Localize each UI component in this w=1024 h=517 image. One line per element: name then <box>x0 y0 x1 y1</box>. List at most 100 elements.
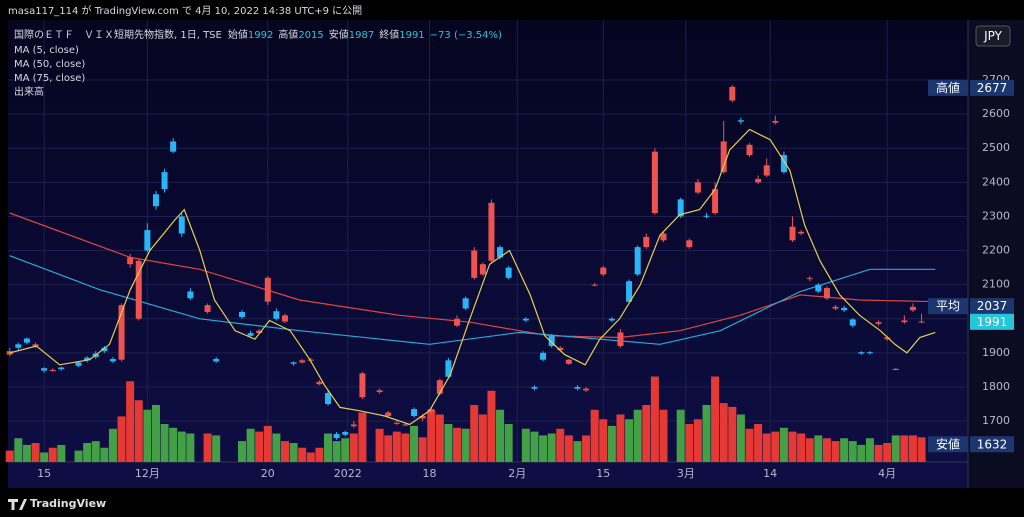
volume-bar <box>728 406 737 462</box>
volume-bar <box>40 452 49 462</box>
candle-body <box>471 250 478 278</box>
candle-body <box>884 337 891 340</box>
candle-body <box>531 386 538 389</box>
ohlc-value: 1992 <box>248 30 273 41</box>
candle-body <box>660 233 667 241</box>
candle-body <box>32 344 39 347</box>
brand-logo <box>8 499 27 510</box>
x-tick-label: 4月 <box>878 467 896 480</box>
volume-bar <box>478 414 487 462</box>
candle-body <box>832 306 839 309</box>
candle-body <box>858 352 865 354</box>
brand: TradingView <box>30 497 106 510</box>
candle-body <box>522 318 529 321</box>
volume-bar <box>865 438 874 462</box>
candle-body <box>608 318 615 321</box>
candle-body <box>290 362 297 364</box>
volume-bar <box>246 428 255 462</box>
candle-body <box>677 199 684 217</box>
volume-bar <box>263 425 272 462</box>
x-tick-label: 12月 <box>135 467 160 480</box>
x-tick-label: 20 <box>261 467 275 480</box>
volume-bar <box>108 428 117 462</box>
currency-box[interactable] <box>975 25 1011 47</box>
volume-bar <box>57 444 66 462</box>
volume-bar <box>14 438 23 462</box>
volume-bar <box>556 428 565 462</box>
candle-body <box>462 298 469 309</box>
candle-body <box>918 321 925 323</box>
price-badge <box>928 79 968 96</box>
volume-bar <box>607 425 616 462</box>
y-tick-label: 2600 <box>982 107 1010 120</box>
candle-body <box>798 231 805 234</box>
volume-bar <box>702 405 711 462</box>
volume-bar <box>237 441 246 462</box>
ohlc-label: 始値 <box>228 28 248 41</box>
ohlc-label: 安値 <box>329 28 349 41</box>
currency[interactable]: JPY <box>983 29 1003 43</box>
candle-body <box>152 194 159 207</box>
volume-bar <box>797 433 806 462</box>
volume-bar <box>5 450 14 462</box>
volume-bar <box>306 452 315 462</box>
candle-body <box>273 311 280 319</box>
candle-body <box>101 347 108 352</box>
volume-bar <box>676 409 685 462</box>
volume-bar <box>212 435 221 462</box>
volume-bar <box>590 409 599 462</box>
volume-bar <box>625 419 634 462</box>
volume-bar <box>539 435 548 462</box>
x-tick-label: 15 <box>37 467 51 480</box>
candle-body <box>746 144 753 156</box>
x-tick-label: 2月 <box>508 467 526 480</box>
price-badge <box>970 313 1014 330</box>
y-tick-label: 2100 <box>982 278 1010 291</box>
volume-bar <box>822 438 831 462</box>
candle-body <box>600 267 607 275</box>
ohlc-label: 終値 <box>379 28 399 41</box>
price-badge-value: 2037 <box>977 299 1008 313</box>
candle-body <box>23 338 30 343</box>
volume-bar <box>461 428 470 462</box>
volume-bar <box>900 435 909 462</box>
ohlc-label: 高値 <box>278 28 298 41</box>
candle-body <box>634 247 641 275</box>
price-axis-pane <box>968 20 1024 488</box>
candle-body <box>109 359 116 362</box>
candle-body <box>841 307 848 311</box>
price-badge-value: 1632 <box>977 437 1008 451</box>
candle-body <box>385 412 392 416</box>
candle-body <box>557 347 564 351</box>
candle-body <box>333 434 340 439</box>
candle-body <box>651 151 658 214</box>
candle-body <box>350 424 357 427</box>
candle-body <box>15 344 22 348</box>
volume-bar <box>341 438 350 462</box>
volume-bar <box>504 424 513 462</box>
candle-body <box>428 409 435 412</box>
volume-bar <box>616 414 625 462</box>
volume-bar <box>814 435 823 462</box>
candle-body <box>694 182 701 193</box>
volume-bar <box>289 443 298 462</box>
volume-bar <box>83 443 92 462</box>
candle-body <box>737 120 744 122</box>
volume-bar <box>633 409 642 462</box>
volume-bar <box>530 431 539 462</box>
candle-body <box>402 424 409 426</box>
candle-body <box>178 216 185 234</box>
candle-body <box>806 277 813 279</box>
candle-body <box>866 352 873 354</box>
volume-bar <box>177 431 186 462</box>
volume-bar <box>840 438 849 462</box>
volume-bar <box>349 433 358 462</box>
symbol-header: 国際のＥＴＦ ＶＩＸ短期先物指数, 1日, TSE 始値1992 高値2015 安値1… <box>14 28 502 41</box>
volume-bar <box>22 444 31 462</box>
x-tick-label: 15 <box>596 467 610 480</box>
volume-bar <box>169 427 178 462</box>
candle-body <box>849 319 856 326</box>
candle-body <box>497 247 504 258</box>
volume-bar <box>126 381 135 462</box>
